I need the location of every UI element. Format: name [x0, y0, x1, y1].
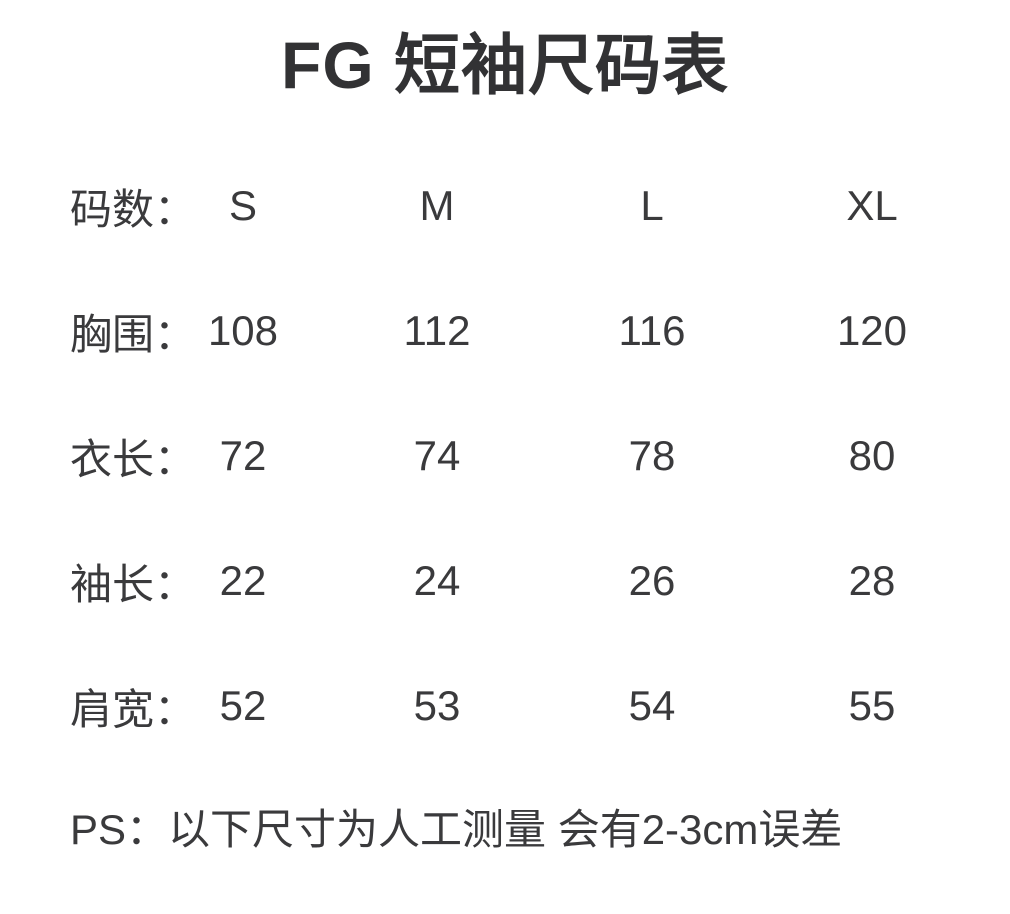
size-column-header-s: S [228, 182, 257, 230]
table-row-shoulder-width: 肩宽： 52 53 54 55 [0, 644, 1010, 769]
shoulder-value-s: 52 [219, 682, 267, 730]
table-row-garment-length: 衣长： 72 74 78 80 [0, 394, 1010, 519]
table-header-row: 码数： S M L XL [0, 144, 1010, 269]
table-row-sleeve-length: 袖长： 22 24 26 28 [0, 519, 1010, 644]
length-value-s: 72 [219, 432, 267, 480]
row-label: 肩宽： [70, 685, 197, 733]
sleeve-value-s: 22 [219, 557, 267, 605]
size-table: 码数： S M L XL 胸围： 108 112 116 120 衣长： 72 … [0, 144, 1010, 769]
sleeve-value-xl: 28 [848, 557, 896, 605]
row-label: 衣长： [70, 435, 197, 483]
chest-value-m: 112 [403, 307, 471, 355]
shoulder-value-l: 54 [628, 682, 676, 730]
shoulder-value-xl: 55 [848, 682, 896, 730]
header-label: 码数： [70, 185, 197, 233]
chest-value-l: 116 [618, 307, 686, 355]
shoulder-value-m: 53 [413, 682, 461, 730]
measurement-disclaimer: PS：以下尺寸为人工测量 会有2-3cm误差 [70, 806, 843, 854]
chest-value-xl: 120 [836, 307, 908, 355]
page-title: FG 短袖尺码表 [281, 28, 729, 102]
row-label: 袖长： [70, 560, 197, 608]
length-value-xl: 80 [848, 432, 896, 480]
table-row-chest: 胸围： 108 112 116 120 [0, 269, 1010, 394]
size-column-header-xl: XL [846, 182, 898, 230]
chest-value-s: 108 [207, 307, 279, 355]
length-value-l: 78 [628, 432, 676, 480]
sleeve-value-m: 24 [413, 557, 461, 605]
length-value-m: 74 [413, 432, 461, 480]
size-chart-page: FG 短袖尺码表 码数： S M L XL 胸围： 108 112 116 12… [0, 28, 1010, 914]
size-column-header-l: L [640, 182, 664, 230]
row-label: 胸围： [70, 310, 197, 358]
sleeve-value-l: 26 [628, 557, 676, 605]
size-column-header-m: M [419, 182, 455, 230]
